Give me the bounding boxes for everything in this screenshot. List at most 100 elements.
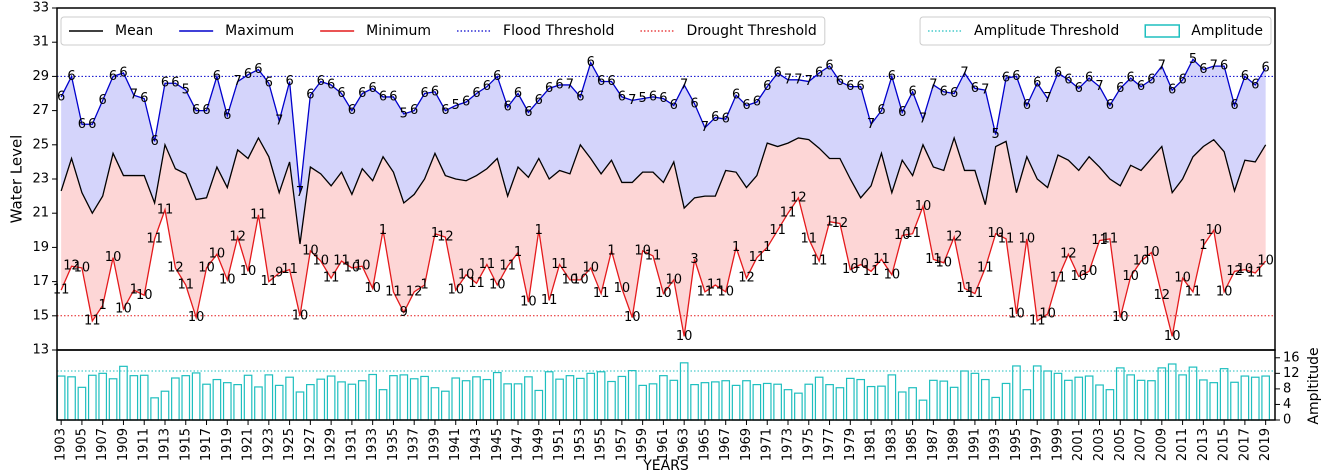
x-tick-label: 1937 bbox=[407, 428, 422, 461]
bar bbox=[607, 380, 616, 421]
x-tick-label: 1927 bbox=[303, 428, 318, 461]
bar bbox=[710, 381, 720, 421]
point-label: 10 bbox=[1081, 264, 1098, 279]
point-label: 6 bbox=[358, 86, 366, 101]
point-label: 6 bbox=[192, 103, 200, 118]
point-label: 6 bbox=[483, 79, 491, 94]
x-tick-label: 2009 bbox=[1154, 428, 1169, 461]
bar bbox=[669, 379, 679, 421]
bar bbox=[762, 382, 772, 421]
point-label: 10 bbox=[344, 260, 361, 275]
bar bbox=[897, 391, 907, 421]
point-label: 6 bbox=[659, 91, 667, 106]
bar bbox=[980, 378, 990, 421]
bar bbox=[534, 389, 544, 421]
point-label: 10 bbox=[1122, 269, 1139, 284]
point-label: 10 bbox=[447, 283, 464, 298]
bar bbox=[285, 376, 294, 421]
point-label: 6 bbox=[670, 98, 678, 113]
point-label: 10 bbox=[935, 255, 952, 270]
point-label: 10 bbox=[1008, 307, 1025, 322]
bar bbox=[1209, 382, 1219, 421]
point-label: 10 bbox=[219, 272, 236, 287]
x-tick-label: 1915 bbox=[178, 428, 193, 461]
band-fill bbox=[61, 59, 1266, 244]
x-tick-label: 1947 bbox=[511, 428, 526, 461]
x-tick-label: 1975 bbox=[801, 428, 816, 461]
bar bbox=[67, 376, 76, 421]
x-tick-label: 1983 bbox=[884, 428, 899, 461]
point-label: 11 bbox=[177, 278, 194, 293]
bar bbox=[1001, 382, 1011, 421]
bar bbox=[1167, 363, 1177, 421]
point-label: 6 bbox=[213, 69, 221, 84]
bar bbox=[1240, 375, 1250, 421]
point-label: 5 bbox=[452, 98, 460, 113]
point-label: 6 bbox=[57, 89, 65, 104]
x-tick-label: 1903 bbox=[54, 428, 69, 461]
point-label: 6 bbox=[1075, 81, 1083, 96]
point-label: 10 bbox=[188, 310, 205, 325]
y-tick-label: 27 bbox=[32, 103, 49, 118]
point-label: 10 bbox=[115, 301, 132, 316]
point-label: 7 bbox=[701, 120, 709, 135]
point-label: 12 bbox=[229, 230, 246, 245]
point-label: 10 bbox=[852, 257, 869, 272]
point-label: 5 bbox=[992, 127, 1000, 142]
point-label: 6 bbox=[742, 98, 750, 113]
point-label: 12 bbox=[738, 271, 755, 286]
x-tick-label: 1987 bbox=[926, 428, 941, 461]
point-label: 6 bbox=[420, 86, 428, 101]
x-tick-label: 1933 bbox=[365, 428, 380, 461]
bar bbox=[814, 376, 824, 421]
point-label: 10 bbox=[614, 281, 631, 296]
point-label: 12 bbox=[1226, 264, 1243, 279]
point-label: 6 bbox=[1116, 81, 1124, 96]
point-label: 11 bbox=[541, 293, 558, 308]
point-label: 11 bbox=[780, 206, 797, 221]
point-label: 1 bbox=[514, 245, 522, 260]
x-tick-label: 1997 bbox=[1030, 428, 1045, 461]
y-tick-label: 19 bbox=[32, 240, 49, 255]
bar bbox=[56, 375, 66, 421]
point-label: 12 bbox=[1154, 288, 1171, 303]
point-label: 11 bbox=[801, 231, 818, 246]
point-label: 12 bbox=[832, 216, 849, 231]
point-label: 11 bbox=[593, 286, 610, 301]
legend-label: Mean bbox=[115, 23, 153, 39]
x-tick-label: 1985 bbox=[905, 428, 920, 461]
point-label: 6 bbox=[940, 84, 948, 99]
point-label: 1 bbox=[825, 214, 833, 229]
point-label: 11 bbox=[707, 278, 724, 293]
point-label: 6 bbox=[753, 95, 761, 110]
point-label: 10 bbox=[717, 284, 734, 299]
point-label: 9 bbox=[275, 266, 283, 281]
point-label: 10 bbox=[312, 254, 329, 269]
point-label: 6 bbox=[576, 89, 584, 104]
legend-box bbox=[919, 16, 1272, 46]
point-label: 6 bbox=[504, 100, 512, 115]
bar bbox=[887, 374, 897, 421]
bar bbox=[690, 384, 699, 421]
x-tick-label: 1949 bbox=[531, 428, 546, 461]
x-tick-label: 1989 bbox=[947, 428, 962, 461]
point-label: 11 bbox=[551, 257, 568, 272]
point-label: 6 bbox=[597, 74, 605, 89]
bar bbox=[202, 383, 211, 421]
x-tick-label: 1923 bbox=[261, 428, 276, 461]
point-label: 10 bbox=[1019, 231, 1036, 246]
point-label: 7 bbox=[805, 74, 813, 89]
bar bbox=[306, 384, 315, 421]
point-label: 6 bbox=[306, 88, 314, 103]
point-label: 11 bbox=[1091, 233, 1108, 248]
point-label: 1 bbox=[431, 226, 439, 241]
point-label: 11 bbox=[863, 264, 880, 279]
point-label: 7 bbox=[981, 83, 989, 98]
bar bbox=[596, 371, 606, 421]
point-label: 11 bbox=[281, 262, 298, 277]
point-label: 10 bbox=[987, 226, 1004, 241]
point-label: 7 bbox=[628, 93, 636, 108]
point-label: 6 bbox=[908, 84, 916, 99]
point-label: 6 bbox=[857, 79, 865, 94]
